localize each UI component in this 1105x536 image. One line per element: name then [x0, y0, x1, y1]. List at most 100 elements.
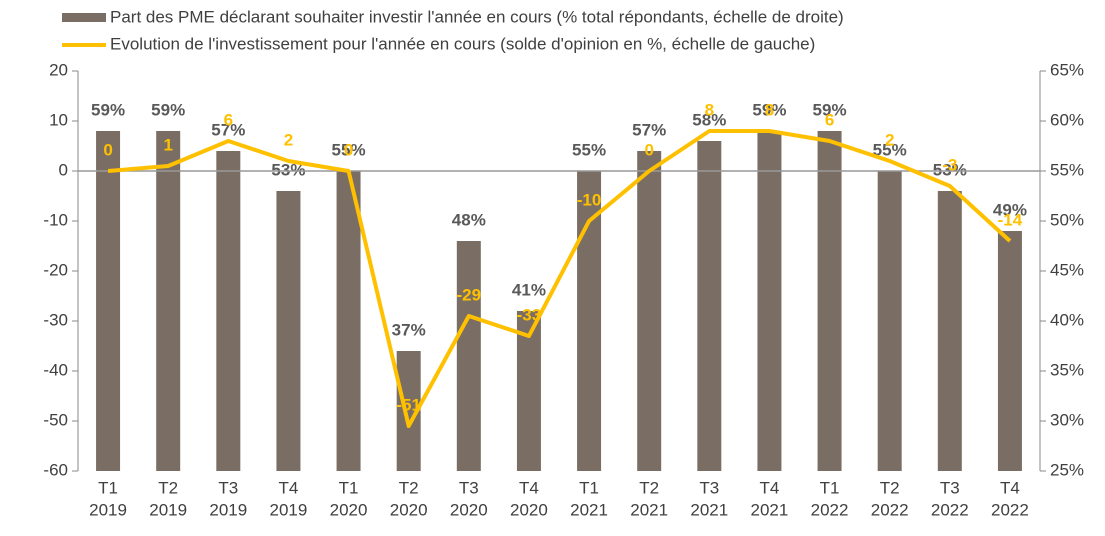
- bar-label: 59%: [813, 100, 847, 119]
- x-tick-label: 2022: [991, 500, 1029, 519]
- bar-label: 49%: [993, 200, 1027, 219]
- bar-label: 48%: [452, 210, 486, 229]
- line-label: 0: [644, 140, 653, 159]
- bar-label: 58%: [692, 110, 726, 129]
- line-label: 2: [885, 130, 894, 149]
- x-tick-label: T4: [760, 478, 780, 497]
- line-label: -14: [998, 210, 1023, 229]
- bar: [877, 171, 902, 471]
- x-tick-label: 2021: [751, 500, 789, 519]
- bar: [96, 131, 121, 471]
- y2-tick-label: 60%: [1050, 110, 1084, 129]
- x-tick-label: T3: [459, 478, 479, 497]
- x-tick-label: T1: [820, 478, 840, 497]
- bar-label: 53%: [271, 160, 305, 179]
- bar-label: 57%: [211, 120, 245, 139]
- x-tick-label: T4: [279, 478, 299, 497]
- y2-tick-label: 40%: [1050, 310, 1084, 329]
- line-label: 8: [705, 100, 714, 119]
- x-tick-label: 2020: [330, 500, 368, 519]
- x-tick-label: 2020: [450, 500, 488, 519]
- bar-label: 55%: [332, 140, 366, 159]
- bar: [456, 241, 481, 471]
- line-label: 1: [163, 135, 172, 154]
- line-label: 0: [344, 140, 353, 159]
- y-tick-label: 20: [49, 60, 68, 79]
- bar: [276, 191, 301, 471]
- y-tick-label: -40: [43, 360, 68, 379]
- x-tick-label: 2019: [149, 500, 187, 519]
- y-tick-label: 0: [59, 160, 68, 179]
- x-tick-label: 2022: [811, 500, 849, 519]
- y2-tick-label: 65%: [1050, 60, 1084, 79]
- x-tick-label: T1: [579, 478, 599, 497]
- bar-label: 59%: [151, 100, 185, 119]
- y2-tick-label: 35%: [1050, 360, 1084, 379]
- x-tick-label: 2020: [510, 500, 548, 519]
- legend-label: Evolution de l'investissement pour l'ann…: [110, 34, 815, 53]
- y2-tick-label: 30%: [1050, 410, 1084, 429]
- y-tick-label: 10: [49, 110, 68, 129]
- bar: [336, 171, 361, 471]
- line-label: 2: [284, 130, 293, 149]
- bar: [817, 131, 842, 471]
- bar-label: 59%: [752, 100, 786, 119]
- legend-label: Part des PME déclarant souhaiter investi…: [110, 7, 844, 26]
- bar: [697, 141, 722, 471]
- x-tick-label: T3: [940, 478, 960, 497]
- x-tick-label: 2019: [89, 500, 127, 519]
- line-label: -51: [396, 395, 421, 414]
- line-label: 8: [765, 100, 774, 119]
- y-tick-label: -20: [43, 260, 68, 279]
- bar-label: 55%: [873, 140, 907, 159]
- y2-tick-label: 25%: [1050, 460, 1084, 479]
- x-tick-label: 2019: [209, 500, 247, 519]
- x-tick-label: 2022: [871, 500, 909, 519]
- line-label: -10: [577, 190, 602, 209]
- y-tick-label: -50: [43, 410, 68, 429]
- x-tick-label: T4: [519, 478, 539, 497]
- y2-tick-label: 45%: [1050, 260, 1084, 279]
- x-tick-label: T3: [218, 478, 238, 497]
- x-tick-label: 2021: [570, 500, 608, 519]
- x-tick-label: 2022: [931, 500, 969, 519]
- line-label: 6: [825, 110, 834, 129]
- bar: [637, 151, 662, 471]
- bar: [937, 191, 962, 471]
- line-label: 6: [224, 110, 233, 129]
- bar-label: 55%: [572, 140, 606, 159]
- x-tick-label: T1: [339, 478, 359, 497]
- x-tick-label: T2: [399, 478, 419, 497]
- y-tick-label: -30: [43, 310, 68, 329]
- x-tick-label: T4: [1000, 478, 1020, 497]
- x-tick-label: T2: [880, 478, 900, 497]
- y-tick-label: -10: [43, 210, 68, 229]
- bar-label: 59%: [91, 100, 125, 119]
- x-tick-label: 2020: [390, 500, 428, 519]
- bar-label: 37%: [392, 320, 426, 339]
- x-tick-label: T1: [98, 478, 118, 497]
- bar-label: 57%: [632, 120, 666, 139]
- bar: [216, 151, 241, 471]
- bar: [757, 131, 782, 471]
- x-tick-label: 2019: [270, 500, 308, 519]
- x-tick-label: T3: [699, 478, 719, 497]
- line-label: -3: [942, 155, 957, 174]
- bar: [997, 231, 1022, 471]
- y-tick-label: -60: [43, 460, 68, 479]
- x-tick-label: T2: [639, 478, 659, 497]
- line-label: -33: [517, 305, 542, 324]
- legend-swatch: [62, 13, 106, 22]
- y2-tick-label: 50%: [1050, 210, 1084, 229]
- line-label: -29: [457, 285, 482, 304]
- bar: [156, 131, 181, 471]
- x-tick-label: T2: [158, 478, 178, 497]
- y2-tick-label: 55%: [1050, 160, 1084, 179]
- bar-label: 53%: [933, 160, 967, 179]
- line-label: 0: [103, 140, 112, 159]
- bar-label: 41%: [512, 280, 546, 299]
- x-tick-label: 2021: [690, 500, 728, 519]
- x-tick-label: 2021: [630, 500, 668, 519]
- line: [107, 129, 1012, 428]
